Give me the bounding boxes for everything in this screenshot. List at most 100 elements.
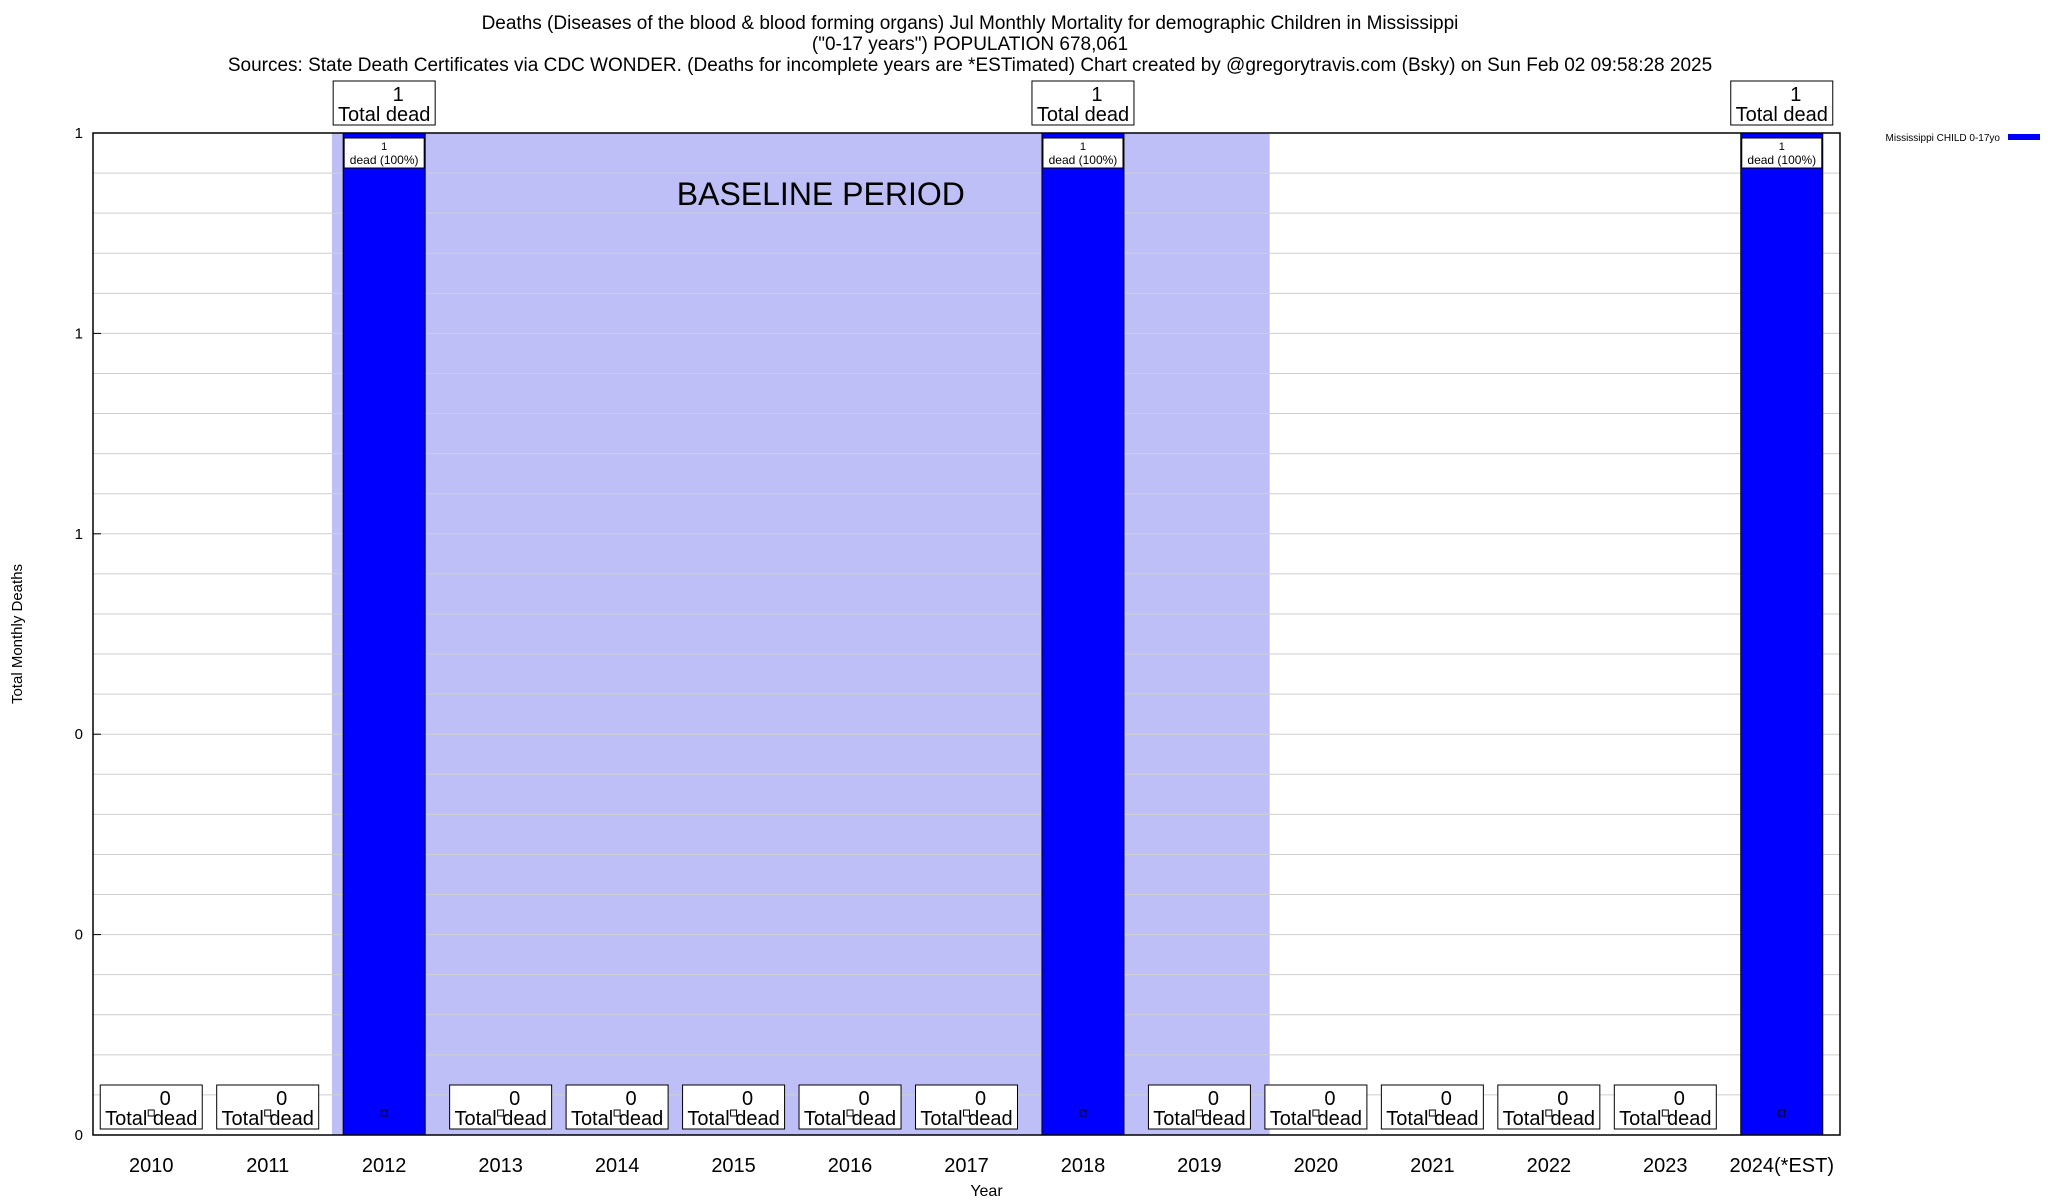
x-tick-label: 2012 [362, 1155, 407, 1177]
legend-label: Mississippi CHILD 0-17yo [1886, 133, 2001, 144]
total-label-count: 0 [276, 1088, 287, 1110]
total-label-text: Total dead [1386, 1108, 1478, 1130]
legend-swatch [2008, 134, 2040, 140]
total-label-text: Total dead [1619, 1108, 1711, 1130]
x-tick-label: 2019 [1177, 1155, 1222, 1177]
baseline-period-band [331, 133, 1270, 1135]
total-label-count: 1 [393, 84, 404, 106]
total-label-text: Total dead [1736, 104, 1828, 126]
x-tick-marker [1079, 1109, 1087, 1117]
x-tick-label: 2017 [944, 1155, 989, 1177]
total-label-box [1264, 1084, 1368, 1130]
total-label-text: Total dead [1503, 1108, 1595, 1130]
x-tick-label: 2015 [711, 1155, 756, 1177]
total-label-text: Total dead [222, 1108, 314, 1130]
total-label-box [1497, 1084, 1601, 1130]
x-tick-label: 2021 [1410, 1155, 1455, 1177]
x-tick-marker [1312, 1109, 1320, 1117]
total-label-text: Total dead [920, 1108, 1012, 1130]
x-tick-marker [147, 1109, 155, 1117]
total-label-box [915, 1084, 1018, 1130]
bar-label-box [1042, 137, 1124, 169]
total-label-box [1730, 80, 1834, 126]
total-label-box [449, 1084, 553, 1130]
total-label-box [216, 1084, 320, 1130]
total-label-text: Total dead [454, 1108, 546, 1130]
y-axis-title: Total Monthly Deaths [9, 564, 26, 704]
total-label-box [1613, 1084, 1717, 1130]
x-tick-label: 2020 [1294, 1155, 1339, 1177]
total-label-count: 0 [1324, 1088, 1335, 1110]
total-label-box [565, 1084, 669, 1130]
x-tick-label: 2011 [246, 1155, 289, 1177]
total-label-box [99, 1084, 203, 1130]
x-tick-marker [730, 1109, 738, 1117]
total-label-count: 0 [509, 1088, 520, 1110]
x-tick-marker [1195, 1109, 1203, 1117]
bar-label-count: 1 [1779, 141, 1785, 153]
bar-label-percent: dead (100%) [1747, 153, 1816, 167]
total-label-count: 0 [160, 1088, 171, 1110]
x-tick-label: 2013 [478, 1155, 523, 1177]
x-tick-marker [846, 1109, 854, 1117]
x-tick-marker [963, 1109, 970, 1117]
y-tick-label: 1 [75, 526, 83, 543]
bar-label-percent: dead (100%) [1049, 153, 1118, 167]
x-tick-marker [1661, 1109, 1669, 1117]
y-tick-label: 0 [75, 927, 83, 944]
x-axis-title: Year [970, 1183, 1003, 1200]
bar-label-count: 1 [1080, 141, 1086, 153]
bar-label-box [343, 137, 425, 169]
total-label-count: 0 [1674, 1088, 1685, 1110]
y-tick-label: 1 [75, 125, 83, 142]
chart-title-line-3: Sources: State Death Certificates via CD… [227, 55, 1713, 76]
total-label-box [1147, 1084, 1251, 1130]
total-label-count: 1 [1790, 84, 1801, 106]
x-tick-marker [380, 1109, 388, 1117]
total-label-count: 0 [742, 1088, 753, 1110]
total-label-box [1380, 1084, 1484, 1130]
total-label-text: Total dead [1270, 1108, 1362, 1130]
x-tick-marker [1778, 1109, 1786, 1117]
x-tick-label: 2023 [1643, 1155, 1688, 1177]
total-label-box [682, 1084, 786, 1130]
total-label-text: Total dead [687, 1108, 779, 1130]
total-label-box [798, 1084, 902, 1130]
total-label-count: 0 [626, 1088, 637, 1110]
total-label-count: 0 [1208, 1088, 1219, 1110]
x-tick-label: 2022 [1527, 1155, 1572, 1177]
bar-label-box [1741, 137, 1823, 169]
x-tick-marker [1428, 1109, 1436, 1117]
y-tick-label: 0 [75, 726, 83, 743]
x-tick-marker [264, 1109, 272, 1117]
x-tick-label: 2024(*EST) [1730, 1155, 1835, 1177]
bar [1740, 132, 1824, 1136]
x-tick-marker [1545, 1109, 1553, 1117]
total-label-text: Total dead [105, 1108, 197, 1130]
plot-frame [92, 132, 1841, 1136]
x-tick-marker [613, 1109, 621, 1117]
y-tick-label: 0 [75, 1127, 83, 1144]
x-tick-label: 2014 [595, 1155, 640, 1177]
baseline-period-label: BASELINE PERIOD [677, 176, 965, 212]
bar-label-count: 1 [381, 141, 387, 153]
x-tick-label: 2010 [129, 1155, 174, 1177]
total-label-text: Total dead [338, 104, 430, 126]
x-tick-marker [497, 1109, 505, 1117]
total-label-box [1031, 80, 1135, 126]
total-label-count: 0 [975, 1088, 986, 1110]
total-label-count: 0 [858, 1088, 869, 1110]
total-label-count: 0 [1557, 1088, 1568, 1110]
y-tick-label: 1 [75, 325, 83, 342]
total-label-count: 1 [1091, 84, 1102, 106]
total-label-box [332, 80, 436, 126]
chart-title-line-1: Deaths (Diseases of the blood & blood fo… [481, 13, 1459, 34]
total-label-count: 0 [1441, 1088, 1452, 1110]
total-label-text: Total dead [1153, 1108, 1245, 1130]
x-tick-label: 2016 [828, 1155, 873, 1177]
bar-label-percent: dead (100%) [350, 153, 419, 167]
bar [1041, 132, 1125, 1136]
total-label-text: Total dead [571, 1108, 663, 1130]
bar [342, 132, 426, 1136]
